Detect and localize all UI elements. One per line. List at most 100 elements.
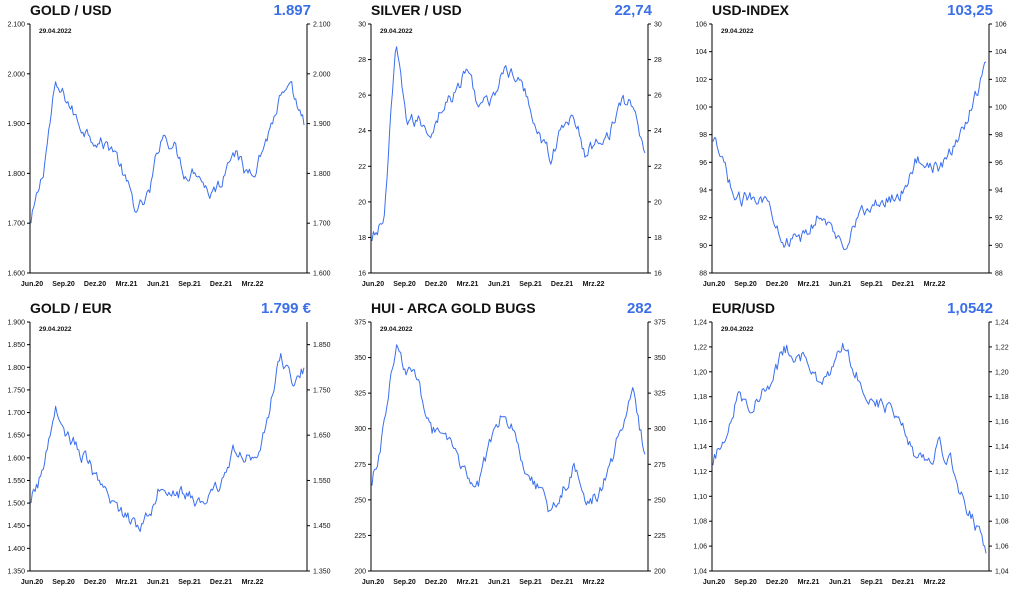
date-label: 29.04.2022 [380,28,413,35]
x-tick-label: Dez.21 [210,579,232,586]
x-tick-label: Dez.20 [766,579,788,586]
y-tick-label-left: 1.500 [7,501,25,508]
panel-value: 1,0542 [947,300,993,317]
x-tick-label: Sep.20 [393,579,416,586]
y-tick-label-left: 1,16 [693,419,707,426]
y-tick-label-left: 18 [358,235,366,242]
x-tick-label: Sep.21 [860,579,883,586]
y-tick-label-left: 16 [358,271,366,278]
series-line [371,46,646,242]
panel-gold-eur: GOLD / EUR 1.799 € 1.350 1.400 1.450 1.500 1… [0,298,341,595]
axes [711,24,990,274]
series-line [712,61,987,251]
y-tick-label-right: 94 [995,188,1003,195]
y-tick-label-left: 1.650 [7,433,25,440]
y-tick-label-left: 1,24 [693,320,707,327]
y-tick-label-right: 26 [654,93,662,100]
y-tick-label-right: 20 [654,199,662,206]
y-tick-label-left: 1,08 [693,519,707,526]
panel-title: USD-INDEX [712,2,790,18]
y-tick-label-right: 30 [654,22,662,29]
y-tick-label-right: 1.800 [313,171,331,178]
y-tick-label-left: 1.850 [7,342,25,349]
x-tick-label: Jun.21 [829,579,851,586]
chart-silver-usd: 16 18 20 22 24 26 28 30 16 18 20 22 24 26 28 30 Jun.20 Se… [358,22,662,289]
y-tick-label-left: 2.000 [7,71,25,78]
y-tick-label-left: 1,20 [693,369,707,376]
y-tick-label-right: 300 [654,426,666,433]
x-tick-label: Jun.20 [362,579,384,586]
date-label: 29.04.2022 [39,28,72,35]
x-tick-label: Mrz.21 [116,579,138,586]
panel-silver-usd: SILVER / USD 22,74 16 18 20 22 24 26 28 30 16 18 2… [341,0,682,297]
x-tick-label: Sep.21 [519,281,542,288]
panel-title: EUR/USD [712,300,776,316]
y-tick-label-right: 1.700 [313,221,331,228]
x-tick-label: Mrz.21 [457,579,479,586]
y-tick-label-right: 1,04 [995,569,1009,576]
y-tick-label-right: 1,10 [995,494,1009,501]
y-tick-label-left: 1,06 [693,544,707,551]
x-tick-label: Mrz.21 [116,281,138,288]
y-tick-label-left: 375 [354,320,366,327]
chart-gold-eur: 1.350 1.400 1.450 1.500 1.550 1.600 1.650 1.700… [7,320,331,587]
y-tick-label-right: 2.000 [313,71,331,78]
y-tick-label-left: 30 [358,22,366,29]
y-tick-label-left: 1.700 [7,410,25,417]
y-tick-label-left: 94 [699,188,707,195]
y-tick-label-left: 350 [354,355,366,362]
x-tick-label: Sep.20 [393,281,416,288]
series-line [371,344,646,513]
y-tick-label-left: 1.350 [7,569,25,576]
y-tick-label-right: 106 [995,22,1007,29]
y-tick-label-left: 1.800 [7,365,25,372]
y-tick-label-right: 1,22 [995,344,1009,351]
x-tick-label: Mrz.22 [583,579,605,586]
panel-title: SILVER / USD [371,2,462,18]
y-tick-label-left: 90 [699,243,707,250]
y-tick-label-right: 200 [654,569,666,576]
y-tick-label-left: 106 [695,22,707,29]
x-tick-label: Mrz.22 [242,579,264,586]
y-tick-label-left: 275 [354,462,366,469]
y-tick-label-right: 1.550 [313,478,331,485]
y-tick-label-left: 1.700 [7,221,25,228]
x-tick-label: Dez.20 [766,281,788,288]
x-tick-label: Sep.20 [734,579,757,586]
x-tick-label: Jun.21 [488,579,510,586]
y-tick-label-right: 350 [654,355,666,362]
x-tick-label: Dez.20 [84,281,106,288]
y-tick-label-left: 1,18 [693,394,707,401]
y-tick-label-right: 96 [995,160,1003,167]
y-tick-label-left: 22 [358,164,366,171]
panel-value: 1.799 € [260,300,311,317]
y-tick-label-right: 325 [654,391,666,398]
panel-title: HUI - ARCA GOLD BUGS [371,300,536,316]
y-tick-label-left: 98 [699,132,707,139]
y-tick-label-left: 1,22 [693,344,707,351]
y-tick-label-left: 1.800 [7,171,25,178]
x-tick-label: Jun.21 [488,281,510,288]
y-tick-label-left: 1.900 [7,121,25,128]
y-tick-label-left: 1.900 [7,320,25,327]
x-tick-label: Jun.21 [147,579,169,586]
x-tick-label: Dez.21 [892,579,914,586]
y-tick-label-left: 104 [695,49,707,56]
y-tick-label-left: 300 [354,426,366,433]
date-label: 29.04.2022 [721,28,754,35]
y-tick-label-left: 1,10 [693,494,707,501]
date-label: 29.04.2022 [39,326,72,333]
x-tick-label: Sep.20 [52,281,75,288]
y-tick-label-left: 20 [358,199,366,206]
x-tick-label: Dez.20 [425,281,447,288]
y-tick-label-left: 26 [358,93,366,100]
y-tick-label-left: 225 [354,533,366,540]
x-tick-label: Sep.21 [519,579,542,586]
y-tick-label-left: 200 [354,569,366,576]
x-tick-label: Jun.20 [703,281,725,288]
x-tick-label: Jun.20 [21,579,43,586]
y-tick-label-right: 1,24 [995,320,1009,327]
y-tick-label-left: 92 [699,215,707,222]
x-tick-label: Mrz.22 [583,281,605,288]
y-tick-label-left: 102 [695,77,707,84]
